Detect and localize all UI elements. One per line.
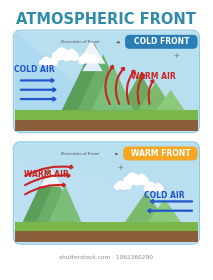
Circle shape xyxy=(155,183,161,189)
Circle shape xyxy=(47,59,53,65)
Polygon shape xyxy=(92,64,133,110)
Circle shape xyxy=(124,177,132,185)
Polygon shape xyxy=(49,185,81,222)
Circle shape xyxy=(138,174,145,182)
Polygon shape xyxy=(82,54,103,71)
Circle shape xyxy=(124,182,129,187)
FancyBboxPatch shape xyxy=(13,142,199,244)
Polygon shape xyxy=(15,144,198,222)
Polygon shape xyxy=(15,110,198,131)
Circle shape xyxy=(47,61,52,66)
Circle shape xyxy=(56,48,67,59)
Polygon shape xyxy=(62,43,127,110)
Text: shutterstock.com · 1062360290: shutterstock.com · 1062360290 xyxy=(59,255,153,260)
Polygon shape xyxy=(15,160,198,222)
Circle shape xyxy=(117,181,124,188)
Circle shape xyxy=(63,54,70,61)
Polygon shape xyxy=(119,73,161,110)
Polygon shape xyxy=(117,186,131,189)
Polygon shape xyxy=(15,32,198,110)
Circle shape xyxy=(121,185,125,189)
Text: WARM AIR: WARM AIR xyxy=(24,170,68,179)
Polygon shape xyxy=(78,54,129,110)
Circle shape xyxy=(134,179,140,185)
Circle shape xyxy=(153,185,159,191)
Circle shape xyxy=(88,56,95,63)
Circle shape xyxy=(82,54,90,62)
Circle shape xyxy=(68,49,75,57)
Polygon shape xyxy=(37,177,76,222)
Text: WARM AIR: WARM AIR xyxy=(131,72,175,81)
Polygon shape xyxy=(15,32,106,110)
Circle shape xyxy=(40,60,46,66)
Circle shape xyxy=(152,187,157,192)
Circle shape xyxy=(79,57,86,63)
Circle shape xyxy=(52,52,61,61)
Polygon shape xyxy=(43,62,57,65)
FancyBboxPatch shape xyxy=(125,35,198,49)
Circle shape xyxy=(93,57,99,63)
Circle shape xyxy=(90,55,96,61)
Circle shape xyxy=(64,51,73,60)
Polygon shape xyxy=(57,55,78,60)
Polygon shape xyxy=(15,120,198,131)
FancyBboxPatch shape xyxy=(13,30,199,132)
Circle shape xyxy=(115,184,120,189)
Circle shape xyxy=(87,58,92,63)
Polygon shape xyxy=(148,188,163,191)
Circle shape xyxy=(144,185,151,192)
Text: ✈: ✈ xyxy=(173,53,179,59)
Text: Direction of Front: Direction of Front xyxy=(61,40,99,44)
Text: ✈: ✈ xyxy=(117,165,123,171)
Polygon shape xyxy=(15,231,198,242)
Polygon shape xyxy=(39,168,62,186)
Polygon shape xyxy=(125,192,167,222)
FancyBboxPatch shape xyxy=(123,146,198,160)
Text: ATMOSPHERIC FRONT: ATMOSPHERIC FRONT xyxy=(16,11,196,27)
Polygon shape xyxy=(82,59,99,63)
Polygon shape xyxy=(128,180,148,185)
Circle shape xyxy=(71,52,78,60)
Text: COLD FRONT: COLD FRONT xyxy=(134,37,189,46)
Polygon shape xyxy=(23,168,74,222)
Text: COLD AIR: COLD AIR xyxy=(144,191,184,200)
Circle shape xyxy=(52,60,57,65)
Circle shape xyxy=(135,176,143,184)
Circle shape xyxy=(147,183,155,190)
Circle shape xyxy=(127,173,138,183)
Text: Direction of Front: Direction of Front xyxy=(61,152,99,156)
Circle shape xyxy=(50,58,55,63)
Circle shape xyxy=(141,177,148,185)
Text: WARM FRONT: WARM FRONT xyxy=(131,149,190,158)
Circle shape xyxy=(126,184,131,189)
Circle shape xyxy=(42,57,49,64)
Text: COLD AIR: COLD AIR xyxy=(14,65,54,74)
Circle shape xyxy=(122,183,127,189)
Polygon shape xyxy=(138,82,173,110)
Circle shape xyxy=(157,186,163,191)
Polygon shape xyxy=(157,90,185,110)
Polygon shape xyxy=(148,199,181,222)
Polygon shape xyxy=(15,222,198,242)
Polygon shape xyxy=(78,40,105,64)
